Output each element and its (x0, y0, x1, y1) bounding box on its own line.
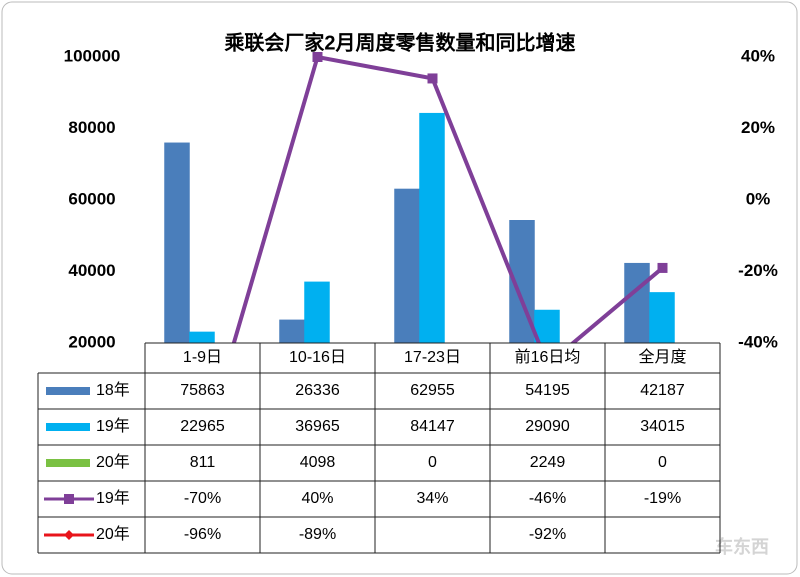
y2-tick-label: 20% (741, 118, 775, 137)
bar (534, 309, 560, 343)
y2-tick-label: -40% (738, 332, 778, 351)
table-cell: 36965 (295, 418, 340, 435)
table-cell: 34% (416, 490, 448, 507)
y-tick-label: 20000 (68, 332, 115, 351)
x-tick-label: 前16日均 (515, 348, 581, 366)
y2-tick-label: 40% (741, 46, 775, 65)
table-cell: 75863 (180, 382, 225, 399)
bar (189, 331, 215, 343)
table-cell: 0 (658, 454, 667, 471)
marker (312, 52, 323, 62)
table-cell: 34015 (640, 418, 685, 435)
bar (624, 262, 650, 343)
y-tick-label: 100000 (64, 46, 121, 65)
legend-swatch (46, 387, 90, 395)
y2-tick-label: -20% (738, 261, 778, 280)
table-cell: 0 (428, 454, 437, 471)
table-cell: 29090 (525, 418, 570, 435)
table-cell: -19% (644, 490, 681, 507)
table-cell: -89% (299, 526, 336, 543)
watermark: 车东西 (715, 536, 769, 557)
table-cell: 22965 (180, 418, 225, 435)
table-cell: -70% (184, 490, 221, 507)
y-tick-label: 60000 (68, 189, 115, 208)
legend-label: 18年 (96, 381, 130, 399)
legend-label: 20年 (96, 453, 130, 471)
x-tick-label: 全月度 (638, 348, 686, 366)
y-tick-label: 80000 (68, 118, 115, 137)
x-tick-label: 17-23日 (404, 349, 461, 366)
x-tick-label: 10-16日 (289, 349, 346, 366)
table-cell: 811 (190, 454, 216, 471)
legend-label: 20年 (96, 525, 130, 543)
legend-label: 19年 (96, 489, 130, 507)
marker (657, 262, 668, 273)
table-cell: -96% (184, 526, 221, 543)
legend-label: 19年 (96, 417, 130, 435)
bar (649, 292, 675, 343)
x-tick-label: 1-9日 (183, 349, 222, 366)
table-cell: 54195 (525, 382, 570, 399)
table-cell: 62955 (410, 382, 455, 399)
y2-tick-label: 0% (746, 189, 771, 208)
bar (304, 281, 330, 343)
legend-swatch (46, 459, 90, 467)
legend-marker (64, 530, 74, 540)
table-cell: -46% (529, 490, 566, 507)
table-cell: 4098 (300, 454, 336, 471)
table-cell: -92% (529, 526, 566, 543)
table-cell: 26336 (295, 382, 340, 399)
bar (394, 188, 420, 343)
y-tick-label: 40000 (68, 261, 115, 280)
table-cell: 42187 (640, 382, 685, 399)
legend-marker (64, 494, 74, 504)
legend-swatch (46, 423, 90, 431)
chart-title: 乘联会厂家2月周度零售数量和同比增速 (223, 30, 575, 54)
table-cell: 2249 (530, 454, 566, 471)
bar (419, 112, 445, 343)
bar (164, 142, 190, 343)
table-cell: 84147 (410, 418, 455, 435)
plot-area (164, 52, 675, 343)
table-cell: 40% (301, 490, 333, 507)
marker (427, 73, 438, 84)
bar (279, 319, 305, 343)
